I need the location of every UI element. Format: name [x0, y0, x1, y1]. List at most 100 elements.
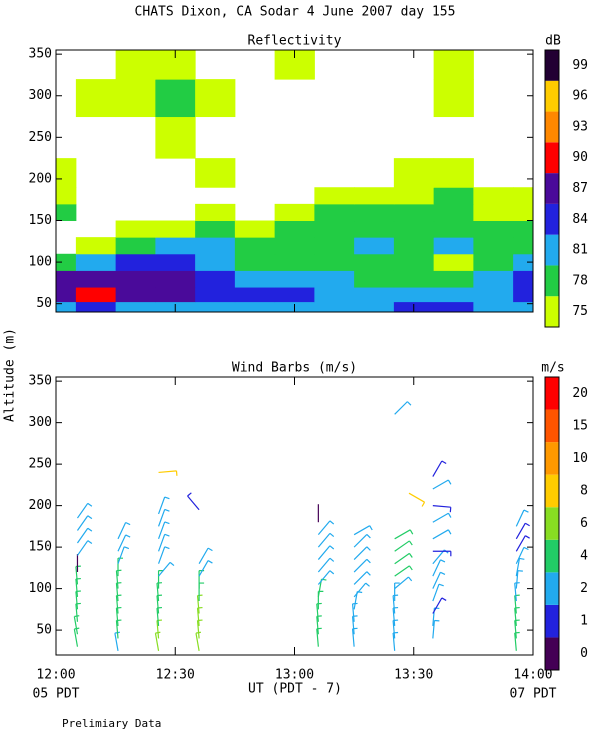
- reflectivity-cell: [115, 253, 156, 271]
- colorbar-swatch: [545, 604, 559, 638]
- wind-barb: [157, 508, 170, 527]
- wind-barb: [432, 597, 447, 614]
- reflectivity-cell: [115, 270, 156, 288]
- colorbar-label: dB: [545, 34, 561, 49]
- wind-barb: [514, 582, 520, 602]
- wind-barb: [198, 560, 213, 577]
- colorbar-tick-label: 15: [572, 418, 588, 433]
- x-tick-label: 13:30: [394, 668, 433, 683]
- wind-barb: [317, 520, 335, 536]
- wind-barb: [157, 546, 170, 564]
- wind-barb: [198, 582, 205, 602]
- reflectivity-cell: [274, 253, 315, 271]
- wind-barb: [76, 527, 93, 544]
- reflectivity-cell: [433, 287, 474, 303]
- reflectivity-cell: [155, 287, 196, 303]
- colorbar-swatch: [545, 296, 559, 327]
- reflectivity-cell: [473, 301, 514, 312]
- colorbar-swatch: [545, 377, 559, 410]
- reflectivity-cell: [513, 270, 533, 288]
- colorbar-swatch: [545, 111, 559, 143]
- reflectivity-cell: [473, 187, 514, 205]
- plot-area: [56, 50, 533, 312]
- reflectivity-cell: [75, 79, 117, 118]
- y-tick-label: 150: [29, 213, 52, 228]
- reflectivity-cell: [195, 79, 236, 118]
- colorbar-tick-label: 10: [572, 451, 588, 466]
- wind-barb: [156, 582, 163, 602]
- reflectivity-cell: [155, 237, 196, 255]
- y-tick-label: 300: [29, 415, 52, 430]
- reflectivity-cell: [195, 287, 236, 303]
- reflectivity-cell: [56, 187, 77, 205]
- reflectivity-cell: [393, 203, 435, 222]
- colorbar-swatch: [545, 442, 559, 475]
- reflectivity-cell: [75, 270, 117, 288]
- y-tick-label: 350: [29, 374, 52, 389]
- reflectivity-cell: [393, 253, 435, 271]
- wind-barb: [353, 582, 370, 598]
- reflectivity-cell: [513, 301, 533, 312]
- reflectivity-cell: [433, 253, 474, 271]
- reflectivity-cell: [56, 287, 77, 303]
- reflectivity-cell: [433, 158, 474, 188]
- colorbar-tick-label: 1: [580, 614, 588, 629]
- reflectivity-cell: [195, 237, 236, 255]
- reflectivity-cell: [234, 237, 276, 255]
- wind-barb: [432, 479, 452, 490]
- wind-barb: [432, 529, 452, 540]
- reflectivity-cell: [433, 220, 474, 238]
- reflectivity-cell: [473, 203, 514, 222]
- wind-barb: [394, 565, 413, 577]
- wind-barb: [198, 570, 205, 589]
- reflectivity-cell: [75, 301, 117, 312]
- reflectivity-cell: [513, 220, 533, 238]
- reflectivity-cell: [473, 270, 514, 288]
- wind-barb: [317, 570, 335, 585]
- wind-barb: [432, 460, 447, 477]
- wind-barb: [157, 496, 170, 515]
- colorbar-swatch: [545, 50, 559, 81]
- colorbar-tick-label: 75: [572, 304, 588, 319]
- reflectivity-cell: [393, 158, 435, 188]
- reflectivity-cell: [393, 270, 435, 288]
- y-tick-label: 200: [29, 171, 52, 186]
- panel-title: Wind Barbs (m/s): [232, 361, 357, 376]
- colorbar-frame: [544, 49, 560, 328]
- reflectivity-cell: [75, 237, 117, 255]
- reflectivity-cell: [195, 220, 236, 238]
- wind-barb: [515, 570, 523, 589]
- figure-title: CHATS Dixon, CA Sodar 4 June 2007 day 15…: [135, 5, 456, 20]
- colorbar-swatch: [545, 572, 559, 605]
- reflectivity-cell: [115, 287, 156, 303]
- wind-barb: [317, 578, 327, 598]
- wind-barb: [75, 565, 81, 585]
- colorbar-tick-label: 81: [572, 243, 588, 258]
- reflectivity-cell: [433, 187, 474, 205]
- reflectivity-cell: [393, 287, 435, 303]
- wind-barb: [317, 532, 335, 548]
- wind-barb: [432, 559, 446, 577]
- colorbar-tick-label: 20: [572, 386, 588, 401]
- y-tick-label: 300: [29, 88, 52, 103]
- reflectivity-cell: [56, 270, 77, 288]
- reflectivity-cell: [354, 287, 395, 303]
- reflectivity-cell: [473, 237, 514, 255]
- wind-barb: [353, 591, 363, 610]
- wind-barb: [394, 529, 414, 540]
- reflectivity-cell: [274, 203, 315, 222]
- reflectivity-cell: [115, 220, 156, 238]
- reflectivity-cell: [354, 253, 395, 271]
- x-tick-label: 12:30: [156, 668, 195, 683]
- reflectivity-cell: [314, 220, 355, 238]
- reflectivity-cell: [75, 253, 117, 271]
- wind-barb: [158, 561, 175, 577]
- reflectivity-cell: [195, 301, 236, 312]
- wind-barb: [432, 505, 452, 513]
- reflectivity-cell: [433, 50, 474, 80]
- wind-barb: [353, 571, 371, 585]
- wind-barb: [158, 470, 178, 476]
- reflectivity-cell: [234, 301, 276, 312]
- y-tick-label: 100: [29, 255, 52, 270]
- axes-frame: [55, 376, 534, 656]
